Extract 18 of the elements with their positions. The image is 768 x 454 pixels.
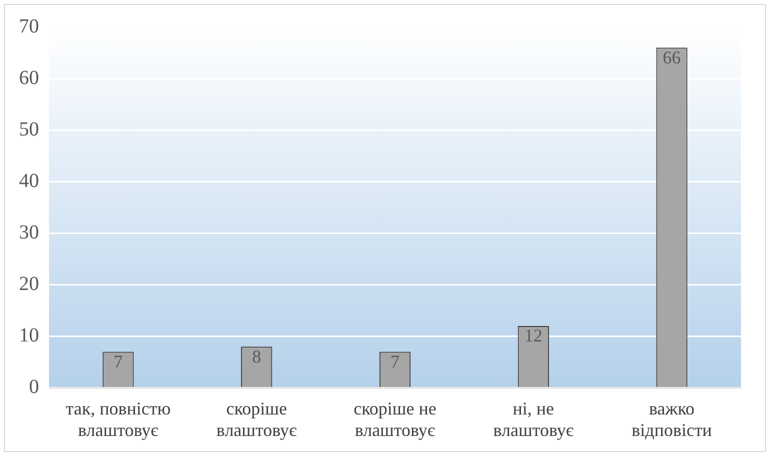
x-tick-label: скоріше не влаштовує <box>354 398 436 440</box>
x-tick-label: важко відповісти <box>632 398 712 440</box>
y-tick-label: 20 <box>19 272 39 295</box>
x-tick-label: так, повністю влаштовує <box>66 398 171 440</box>
y-tick-label: 10 <box>19 324 39 347</box>
y-tick-label: 30 <box>19 221 39 244</box>
x-tick-label: скоріше влаштовує <box>216 398 298 440</box>
data-label: 7 <box>390 351 400 372</box>
data-label: 66 <box>662 47 681 68</box>
x-tick-label: ні, не влаштовує <box>493 398 574 440</box>
data-label: 7 <box>114 351 123 372</box>
y-tick-label: 0 <box>29 376 39 398</box>
y-tick-label: 60 <box>19 66 39 89</box>
y-tick-label: 50 <box>19 118 39 140</box>
y-tick-label: 40 <box>19 170 39 192</box>
data-label: 8 <box>252 346 262 366</box>
y-tick-label: 70 <box>19 15 39 38</box>
data-label: 12 <box>524 326 542 346</box>
